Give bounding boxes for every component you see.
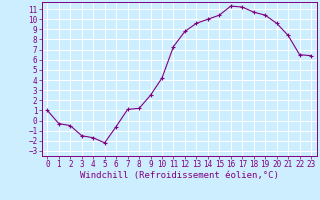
X-axis label: Windchill (Refroidissement éolien,°C): Windchill (Refroidissement éolien,°C)	[80, 171, 279, 180]
